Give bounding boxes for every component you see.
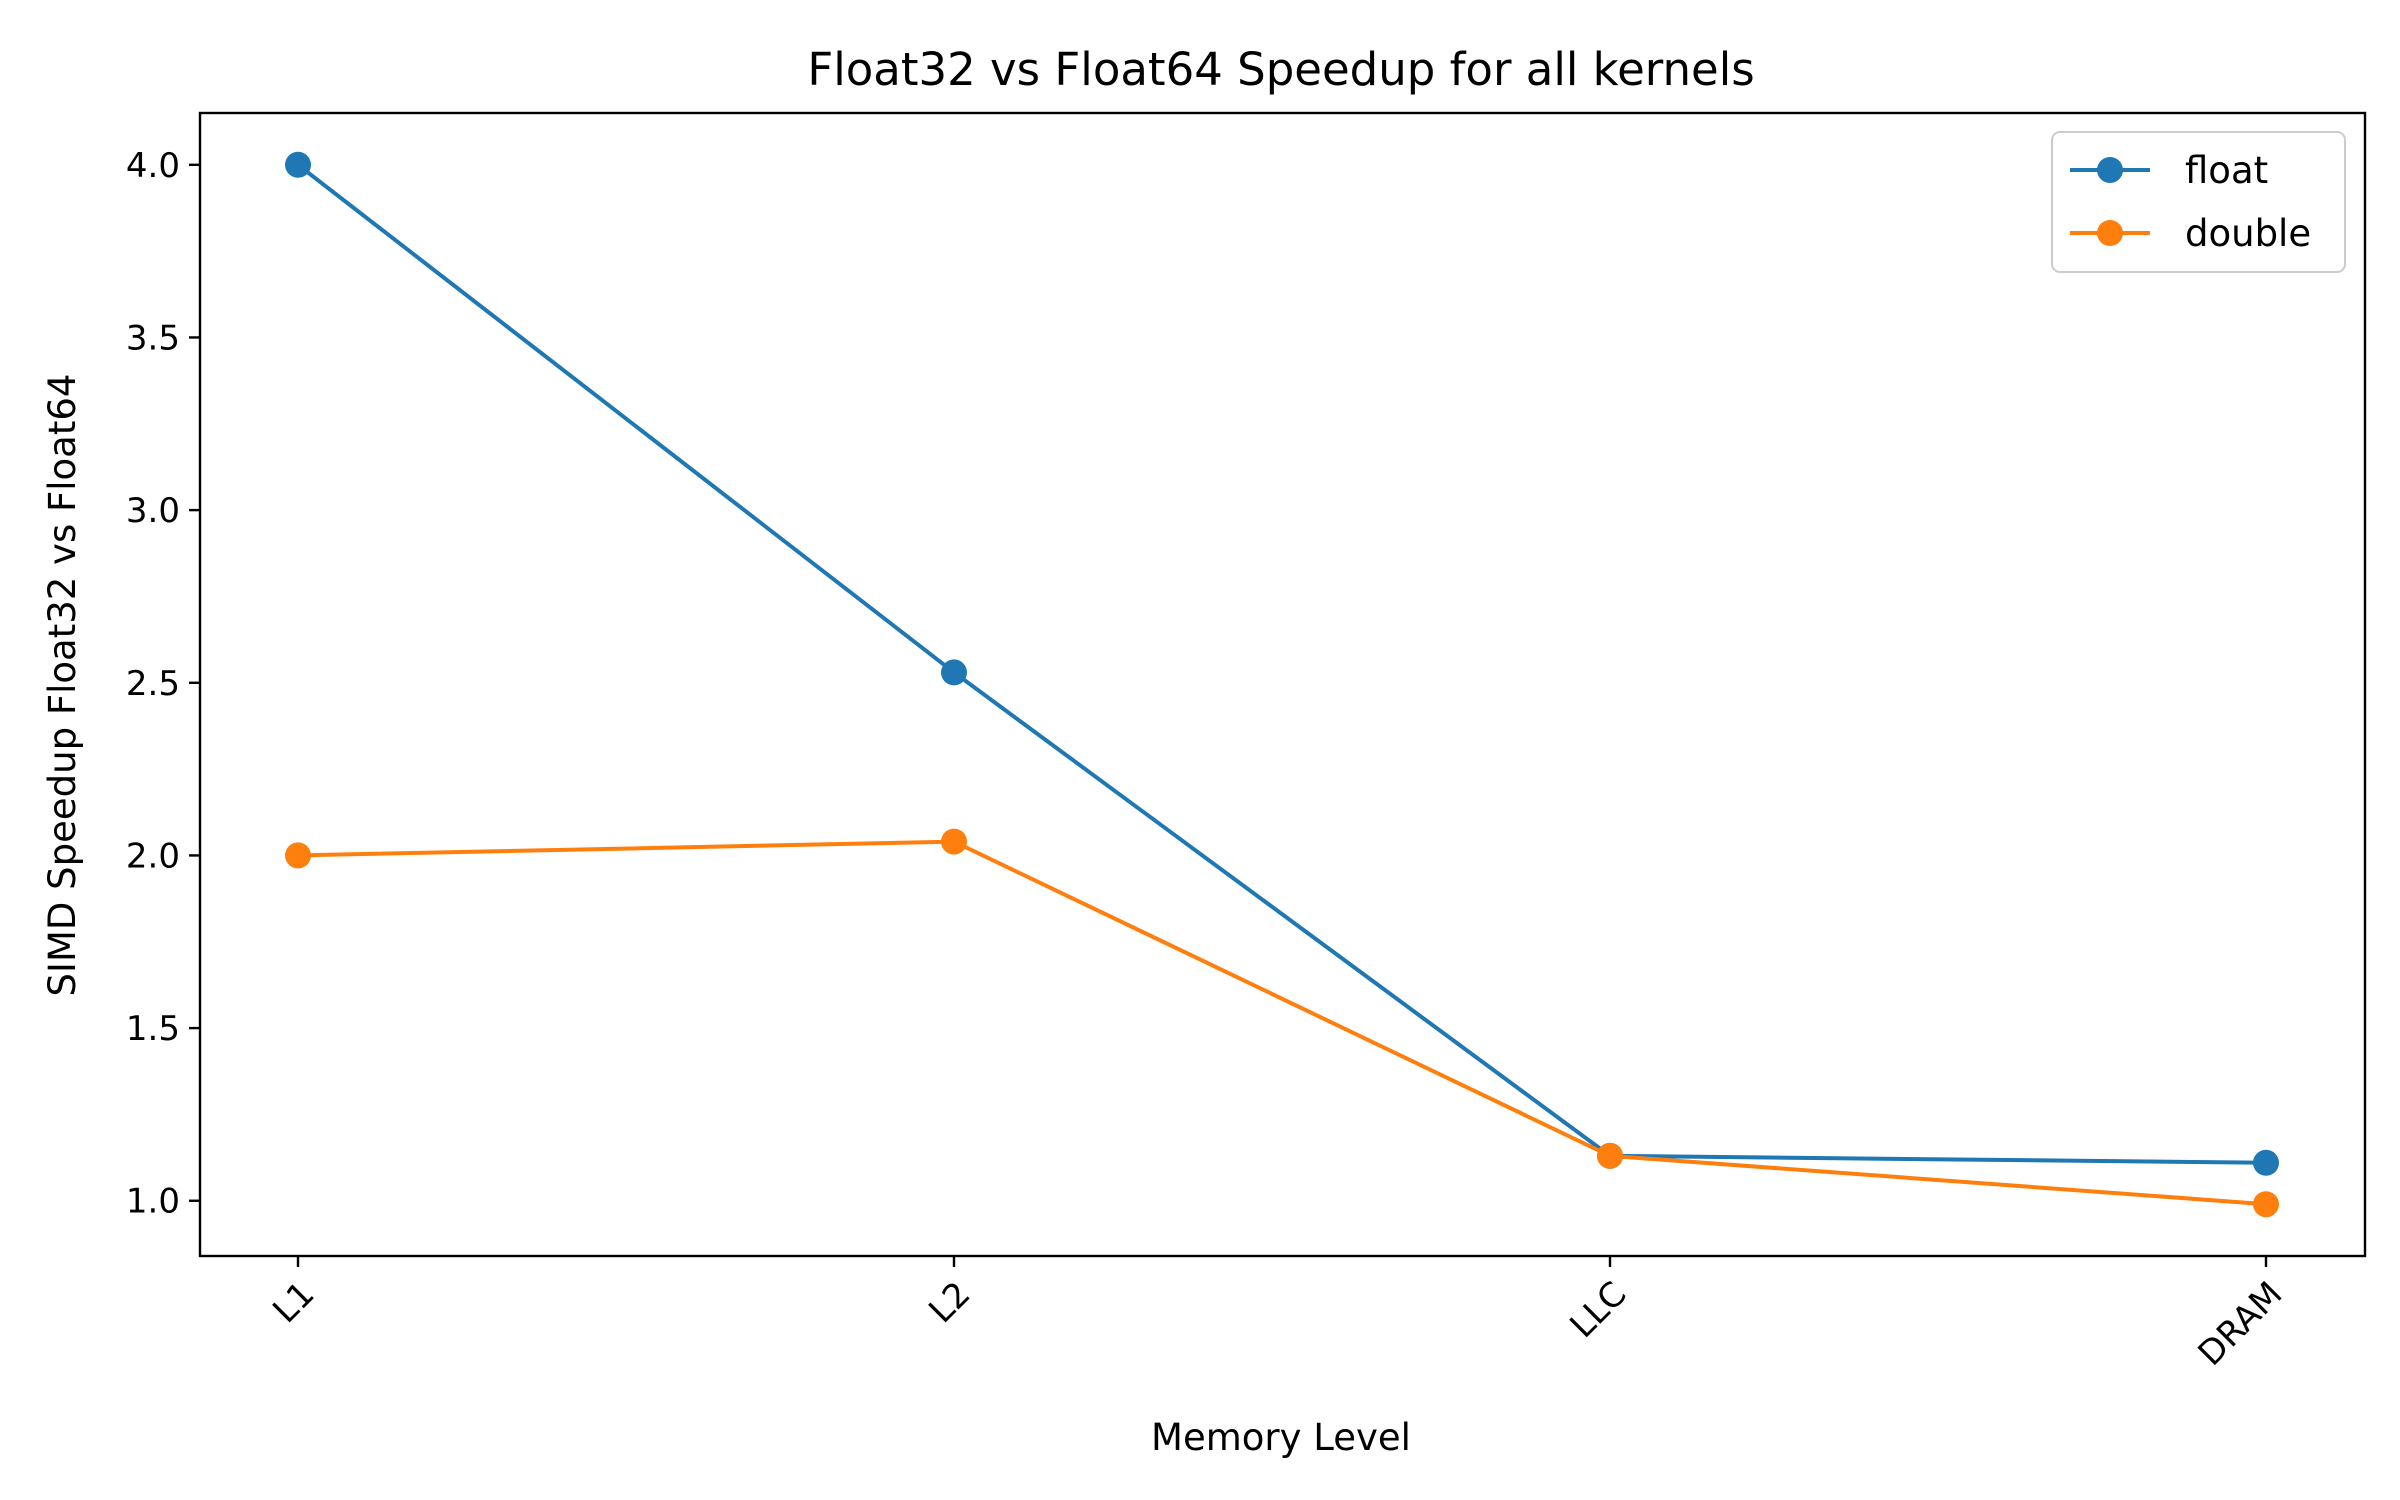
legend-marker bbox=[2097, 157, 2123, 183]
series-float bbox=[285, 151, 2279, 1176]
y-tick-label: 2.5 bbox=[126, 664, 180, 704]
x-tick-label: LLC bbox=[1563, 1274, 1635, 1346]
legend-label: float bbox=[2185, 149, 2268, 192]
x-axis-label: Memory Level bbox=[1151, 1416, 1411, 1459]
y-axis: 1.0 1.5 2.0 2.5 3.0 3.5 4.0 bbox=[126, 146, 200, 1222]
data-point bbox=[941, 659, 967, 686]
y-tick-label: 1.5 bbox=[126, 1009, 180, 1049]
series-line bbox=[296, 163, 2267, 1165]
series-double bbox=[285, 828, 2279, 1218]
data-point bbox=[285, 151, 311, 178]
y-tick-label: 3.5 bbox=[126, 318, 180, 358]
y-tick-label: 3.0 bbox=[126, 491, 180, 531]
x-tick-label: L2 bbox=[921, 1274, 978, 1331]
plot-area-frame bbox=[198, 111, 2367, 1258]
x-axis: L1 L2 LLC DRAM bbox=[265, 1256, 2290, 1374]
x-tick-label: DRAM bbox=[2191, 1274, 2291, 1374]
legend-marker bbox=[2097, 220, 2123, 246]
series-layer bbox=[285, 151, 2279, 1218]
data-point bbox=[1597, 1142, 1623, 1169]
legend-frame bbox=[2051, 131, 2346, 273]
data-point bbox=[285, 842, 311, 869]
y-tick-label: 4.0 bbox=[126, 146, 180, 186]
data-point bbox=[2253, 1191, 2279, 1218]
x-tick-label: L1 bbox=[265, 1274, 322, 1331]
data-point bbox=[2253, 1149, 2279, 1176]
legend-label: double bbox=[2185, 212, 2311, 255]
y-axis-label: SIMD Speedup Float32 vs Float64 bbox=[41, 374, 84, 997]
y-tick-label: 1.0 bbox=[126, 1182, 180, 1222]
y-tick-label: 2.0 bbox=[126, 836, 180, 876]
legend-item: float bbox=[2070, 149, 2268, 192]
data-point bbox=[941, 828, 967, 855]
legend: float double bbox=[2051, 131, 2346, 273]
series-line bbox=[297, 839, 2267, 1207]
chart-title: Float32 vs Float64 Speedup for all kerne… bbox=[807, 43, 1754, 96]
legend-item: double bbox=[2070, 212, 2311, 255]
